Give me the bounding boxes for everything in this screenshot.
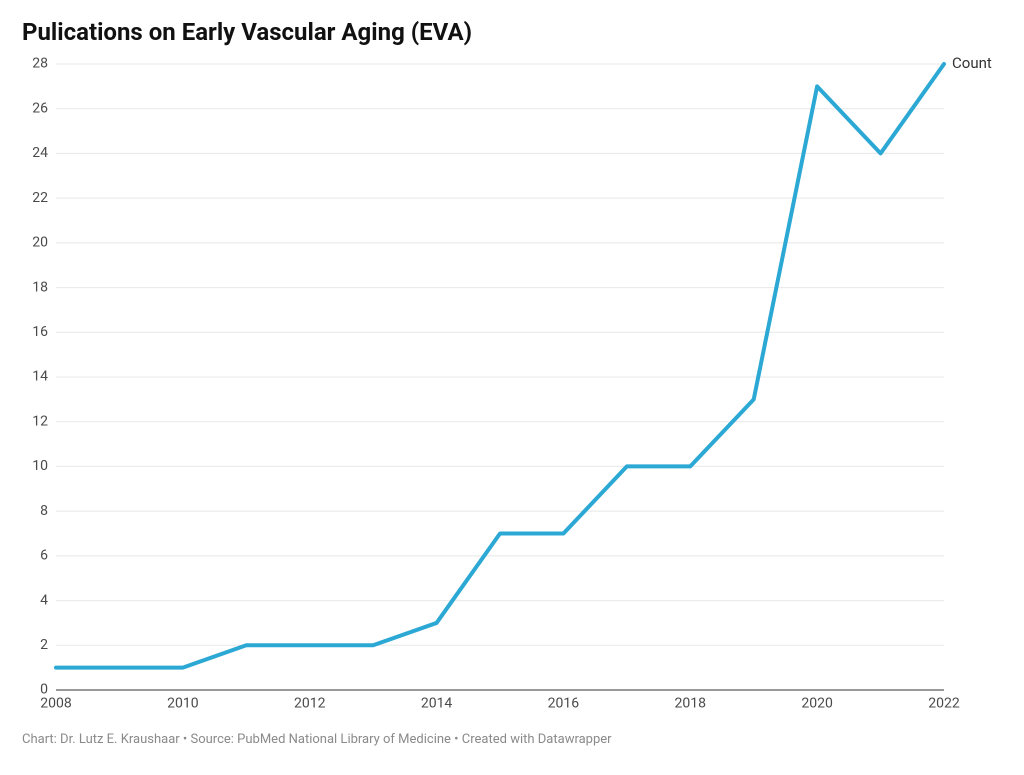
x-tick-label: 2018 bbox=[675, 696, 707, 712]
y-tick-label: 2 bbox=[40, 637, 48, 653]
x-tick-label: 2022 bbox=[928, 696, 960, 712]
y-tick-label: 12 bbox=[32, 413, 48, 429]
line-chart-svg: 0246810121416182022242628200820102012201… bbox=[22, 54, 1002, 722]
series-line-count bbox=[56, 64, 944, 668]
y-tick-label: 20 bbox=[32, 235, 48, 251]
chart-area: 0246810121416182022242628200820102012201… bbox=[22, 54, 1002, 722]
y-tick-label: 18 bbox=[32, 279, 48, 295]
y-tick-label: 14 bbox=[32, 369, 48, 385]
x-tick-label: 2008 bbox=[40, 696, 72, 712]
x-tick-label: 2020 bbox=[801, 696, 833, 712]
y-tick-label: 8 bbox=[40, 503, 48, 519]
y-tick-label: 10 bbox=[32, 458, 48, 474]
x-tick-label: 2012 bbox=[294, 696, 326, 712]
series-label: Count bbox=[952, 54, 992, 72]
y-tick-label: 6 bbox=[40, 548, 48, 564]
y-tick-label: 4 bbox=[40, 592, 48, 608]
chart-title: Pulications on Early Vascular Aging (EVA… bbox=[22, 18, 1002, 46]
y-tick-label: 16 bbox=[32, 324, 48, 340]
x-tick-label: 2016 bbox=[548, 696, 580, 712]
chart-credit: Chart: Dr. Lutz E. Kraushaar • Source: P… bbox=[22, 732, 1002, 747]
y-tick-label: 22 bbox=[32, 190, 48, 206]
x-tick-label: 2014 bbox=[421, 696, 453, 712]
y-tick-label: 26 bbox=[32, 100, 48, 116]
y-tick-label: 24 bbox=[32, 145, 48, 161]
x-tick-label: 2010 bbox=[167, 696, 199, 712]
y-tick-label: 28 bbox=[32, 56, 48, 72]
